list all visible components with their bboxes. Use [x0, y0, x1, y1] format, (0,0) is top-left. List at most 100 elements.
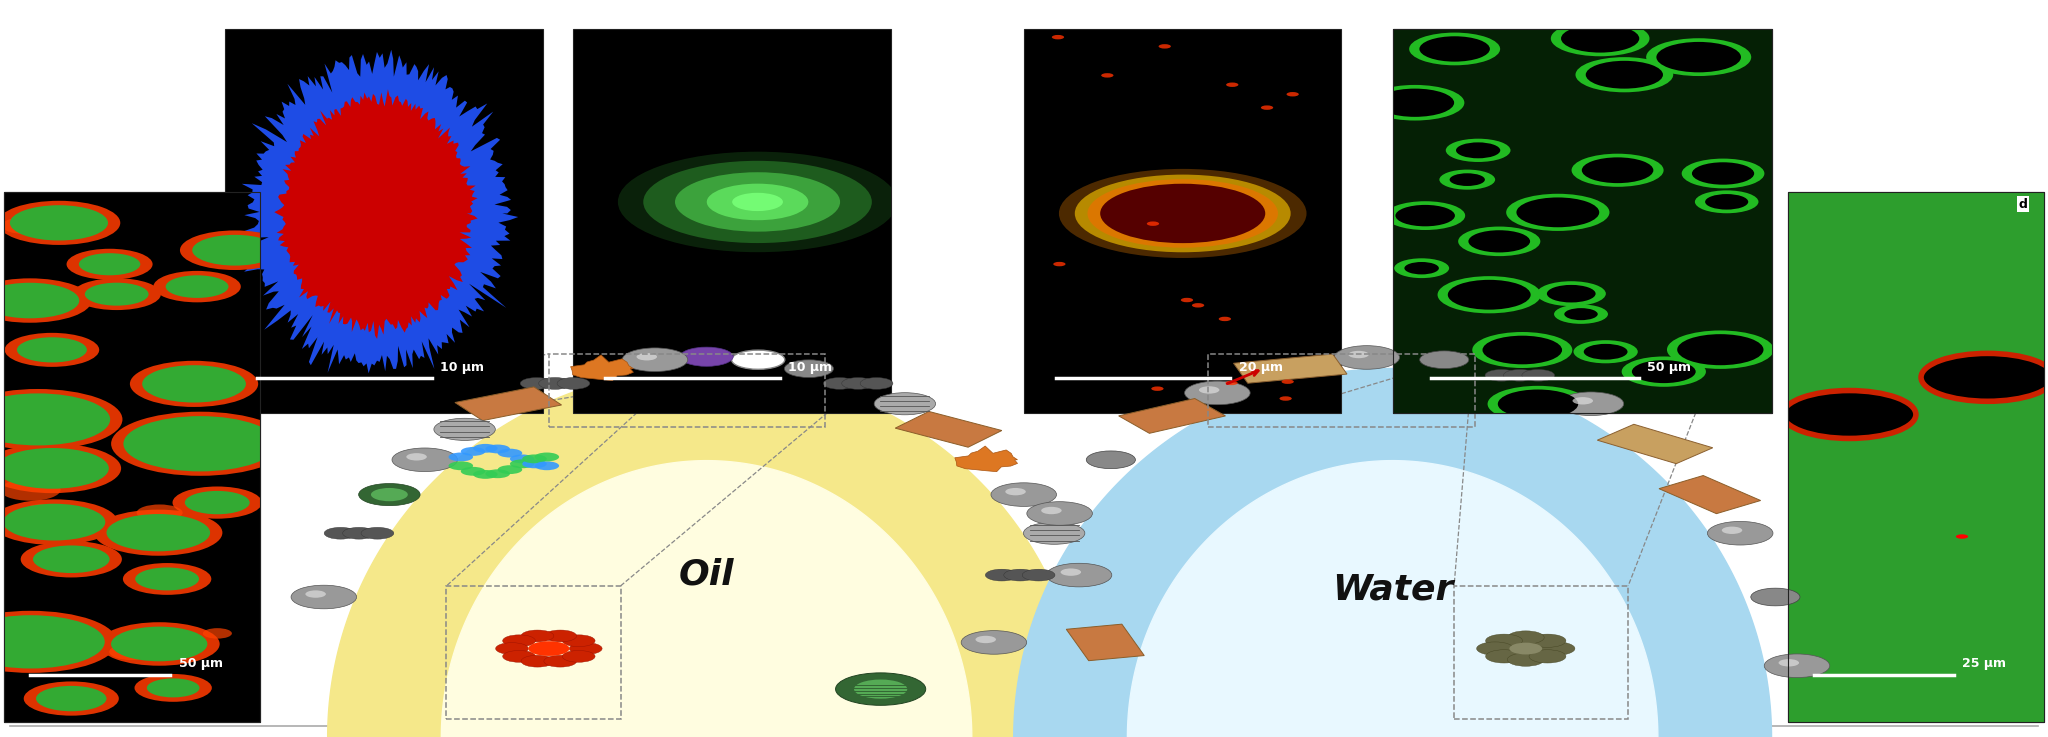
Circle shape: [510, 459, 535, 468]
Circle shape: [502, 635, 535, 646]
Circle shape: [643, 161, 872, 243]
Circle shape: [1182, 298, 1194, 302]
Circle shape: [1503, 369, 1536, 381]
Circle shape: [1487, 386, 1589, 422]
Circle shape: [563, 635, 596, 646]
Circle shape: [111, 626, 207, 661]
Circle shape: [1530, 650, 1567, 663]
Circle shape: [520, 655, 553, 667]
Circle shape: [1485, 634, 1522, 647]
Bar: [1393, 29, 1772, 413]
Circle shape: [1085, 451, 1135, 469]
Circle shape: [1450, 173, 1485, 186]
Circle shape: [1550, 21, 1649, 56]
Circle shape: [623, 348, 688, 371]
Circle shape: [1004, 569, 1036, 581]
Circle shape: [0, 394, 111, 445]
Circle shape: [473, 470, 498, 479]
Circle shape: [1530, 634, 1567, 647]
Text: 10 μm: 10 μm: [440, 361, 483, 374]
Circle shape: [342, 528, 375, 539]
Circle shape: [1722, 527, 1743, 534]
Circle shape: [461, 467, 485, 475]
Circle shape: [1151, 386, 1163, 391]
Circle shape: [707, 184, 809, 220]
Circle shape: [180, 231, 291, 270]
Circle shape: [1219, 317, 1231, 321]
Text: 50 μm: 50 μm: [1647, 361, 1692, 374]
Circle shape: [141, 366, 246, 402]
Bar: [1024, 29, 1341, 413]
Bar: [1454, 586, 1628, 719]
Circle shape: [123, 416, 276, 472]
Circle shape: [733, 193, 782, 211]
Circle shape: [1159, 44, 1171, 49]
Polygon shape: [1126, 461, 1659, 737]
Circle shape: [98, 622, 219, 666]
Circle shape: [1395, 205, 1454, 226]
Circle shape: [535, 453, 559, 461]
Circle shape: [1657, 42, 1741, 72]
Circle shape: [1473, 332, 1573, 368]
Circle shape: [1581, 158, 1653, 183]
Circle shape: [985, 569, 1018, 581]
Bar: [4, 192, 260, 722]
Circle shape: [0, 615, 104, 668]
Text: Water: Water: [1331, 573, 1454, 607]
Circle shape: [1573, 340, 1638, 363]
Circle shape: [563, 651, 596, 663]
Circle shape: [1061, 568, 1081, 576]
Polygon shape: [328, 368, 1085, 737]
Circle shape: [0, 283, 80, 318]
Circle shape: [823, 377, 856, 389]
Text: 10 μm: 10 μm: [788, 361, 831, 374]
Polygon shape: [440, 461, 971, 737]
Text: 25 μm: 25 μm: [1962, 657, 2007, 670]
Polygon shape: [240, 49, 518, 373]
Circle shape: [406, 453, 426, 461]
Circle shape: [1047, 563, 1112, 587]
Circle shape: [16, 338, 86, 363]
Circle shape: [1522, 369, 1554, 381]
Circle shape: [1956, 534, 1968, 539]
Circle shape: [502, 651, 535, 663]
Circle shape: [291, 585, 356, 609]
Circle shape: [1053, 35, 1065, 39]
Circle shape: [1559, 392, 1624, 416]
Circle shape: [0, 499, 117, 545]
Text: d: d: [2019, 198, 2028, 211]
Circle shape: [860, 377, 893, 389]
Circle shape: [1075, 175, 1290, 252]
Circle shape: [147, 678, 199, 697]
Circle shape: [1087, 179, 1278, 248]
Circle shape: [2, 217, 47, 234]
Circle shape: [4, 333, 98, 367]
Circle shape: [485, 444, 510, 453]
Circle shape: [1448, 280, 1530, 310]
Circle shape: [1763, 654, 1829, 677]
Circle shape: [1778, 659, 1798, 666]
Circle shape: [66, 249, 154, 280]
Circle shape: [975, 636, 995, 643]
Circle shape: [485, 469, 510, 478]
Circle shape: [25, 504, 59, 517]
Circle shape: [731, 350, 784, 369]
Circle shape: [510, 455, 535, 464]
Circle shape: [1024, 523, 1085, 545]
Circle shape: [784, 360, 834, 377]
Circle shape: [1632, 360, 1696, 383]
Circle shape: [1485, 650, 1522, 663]
Circle shape: [1100, 184, 1266, 243]
Circle shape: [449, 453, 473, 461]
Circle shape: [1751, 588, 1800, 606]
Circle shape: [520, 630, 553, 642]
Circle shape: [1053, 262, 1065, 266]
Circle shape: [545, 630, 578, 642]
Bar: [4, 192, 260, 722]
Circle shape: [106, 514, 211, 551]
Bar: [1788, 192, 2044, 722]
Circle shape: [0, 279, 92, 323]
Bar: [1597, 425, 1712, 464]
Circle shape: [1536, 282, 1606, 306]
Circle shape: [1507, 653, 1544, 666]
